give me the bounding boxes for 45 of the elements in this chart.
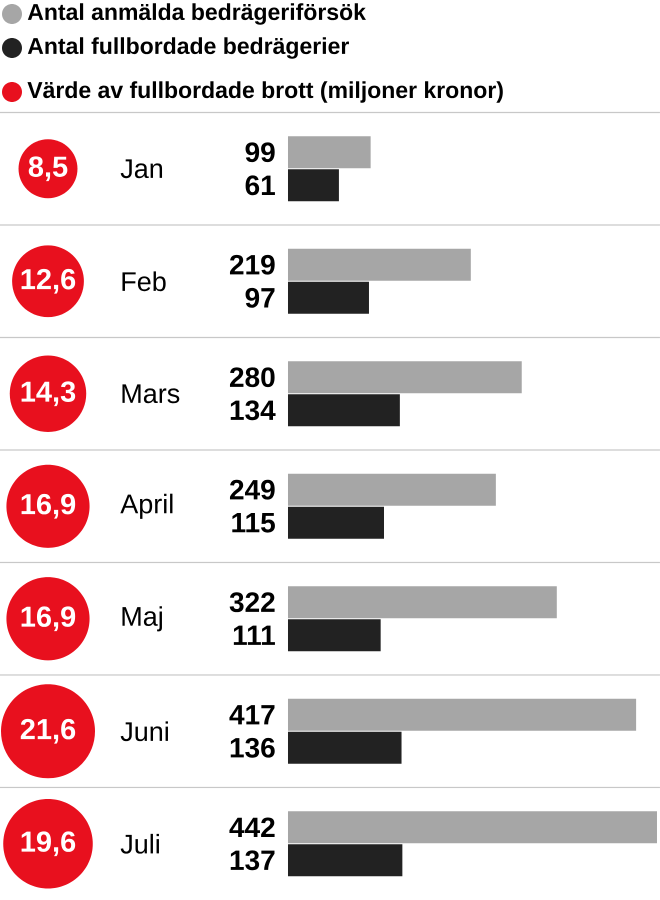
data-label: 14,3 (22, 381, 76, 406)
data-label: 136 (230, 738, 275, 758)
data-label: 19,6 (22, 831, 76, 856)
data-label: 61 (246, 175, 275, 196)
bar (288, 811, 657, 844)
bar (288, 474, 496, 506)
y-tick-label: April (120, 494, 172, 519)
y-tick-label: Jan (120, 159, 162, 178)
data-label: 417 (229, 705, 274, 724)
data-label: 322 (230, 592, 275, 612)
data-label: 137 (230, 850, 274, 870)
bar (288, 698, 636, 731)
bar (288, 361, 522, 394)
data-label: 21,6 (20, 718, 76, 744)
data-label: 111 (234, 626, 275, 645)
data-label: 134 (230, 400, 276, 420)
bar (288, 248, 471, 281)
data-label: 280 (230, 367, 275, 388)
bar (288, 169, 339, 202)
data-label: 115 (232, 513, 275, 533)
bar (288, 844, 402, 876)
bar (288, 619, 381, 652)
data-label: 219 (230, 254, 275, 275)
data-label: 16,9 (22, 606, 76, 632)
legend-label: Antal anmälda bedrägeriförsök (28, 3, 366, 25)
y-tick-label: Juni (120, 721, 168, 742)
y-tick-label: Maj (122, 606, 162, 632)
data-label: 249 (230, 480, 275, 500)
bar (288, 732, 402, 764)
bar (288, 136, 371, 168)
y-tick-label: Feb (122, 271, 166, 292)
data-label: 97 (246, 288, 274, 308)
data-label: 12,6 (22, 268, 76, 294)
legend-label: Antal fullbordade bedrägerier (28, 37, 349, 59)
data-label: 442 (229, 817, 275, 837)
data-label: 16,9 (22, 494, 76, 519)
data-label: 8,5 (28, 156, 68, 182)
legend-label: Värde av fullbordade brott (miljoner kronor) (27, 81, 503, 103)
bar (288, 394, 400, 426)
bar (288, 282, 369, 314)
data-label: 99 (246, 142, 275, 162)
bar (288, 586, 557, 618)
bar (288, 506, 384, 539)
y-tick-label: Juli (120, 834, 159, 854)
y-tick-label: Mars (122, 384, 180, 404)
